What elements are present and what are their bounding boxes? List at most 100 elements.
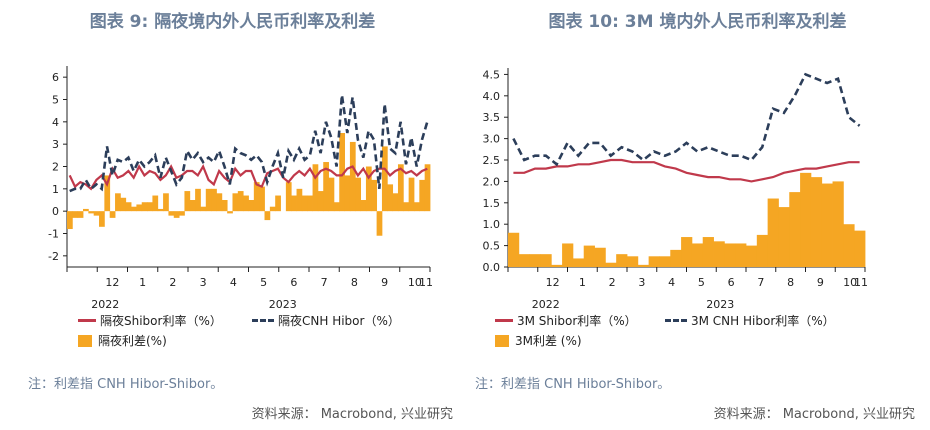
spread-bar	[424, 164, 431, 212]
chart-source: 资料来源： Macrobond, 兴业研究	[713, 407, 915, 422]
spread-bar	[72, 211, 79, 218]
legend-swatch-cnh	[665, 319, 687, 322]
x-tick-label: 2	[609, 276, 616, 289]
y-tick-label: 2	[52, 161, 59, 174]
x-tick-label: 12	[546, 276, 560, 289]
spread-bar	[355, 177, 362, 212]
spread-bar	[99, 211, 105, 227]
spread-bar	[83, 208, 89, 212]
chart-source: 资料来源： Macrobond, 兴业研究	[251, 407, 453, 422]
y-tick-label: 6	[52, 71, 59, 84]
spread-bar	[403, 202, 410, 212]
x-tick-label: 9	[381, 276, 388, 289]
spread-bar	[195, 188, 201, 212]
y-tick-label: 1	[52, 183, 59, 196]
x-tick-label: 10	[408, 276, 422, 289]
spread-bar	[141, 202, 148, 212]
spread-bar	[637, 264, 650, 267]
spread-bar	[746, 245, 758, 267]
spread-bar	[115, 193, 121, 212]
series-line-cnh	[69, 94, 429, 193]
spread-bar	[821, 183, 833, 267]
spread-bar	[843, 224, 855, 267]
x-tick-label: 11	[854, 276, 868, 289]
spread-bar	[616, 254, 628, 267]
spread-bar	[248, 200, 255, 212]
legend-item-cnh: 3M CNH Hibor利率（%）	[665, 312, 835, 329]
x-tick-label: 1	[579, 276, 586, 289]
series-line-shibor	[68, 164, 428, 191]
y-tick-label: 5	[52, 94, 59, 107]
legend-item-spread: 3M利差 (%)	[495, 332, 582, 349]
y-tick-label: 0	[52, 205, 59, 218]
year-label: 2023	[269, 298, 297, 311]
y-tick-label: 4.0	[483, 90, 501, 103]
x-tick-label: 3	[638, 276, 645, 289]
series-line-shibor	[513, 158, 860, 183]
spread-bar	[583, 245, 595, 267]
legend-swatch-spread	[78, 334, 92, 347]
spread-bar	[691, 243, 704, 267]
spread-bar	[136, 204, 143, 212]
spread-bar	[508, 232, 520, 267]
x-tick-label: 11	[419, 276, 433, 289]
spread-bar	[376, 211, 383, 236]
spread-bar	[339, 133, 345, 212]
x-tick-label: 2	[169, 276, 176, 289]
year-label: 2022	[91, 298, 119, 311]
y-tick-label: -1	[48, 228, 59, 241]
x-tick-label: 5	[698, 276, 705, 289]
spread-bar	[681, 237, 693, 267]
spread-bar	[854, 230, 866, 267]
spread-bar	[189, 200, 196, 212]
spread-bar	[317, 191, 324, 212]
y-tick-label: 2.5	[483, 154, 501, 167]
spread-bar	[387, 184, 394, 212]
spread-bar	[307, 195, 313, 212]
year-label: 2023	[706, 298, 734, 311]
spread-bar	[529, 254, 541, 267]
legend-swatch-shibor	[78, 319, 96, 322]
spread-bar	[67, 211, 73, 230]
spread-bar	[285, 182, 292, 212]
x-tick-label: 10	[843, 276, 857, 289]
spread-bar	[551, 264, 563, 267]
spread-bar	[77, 211, 84, 218]
legend-item-cnh: 隔夜CNH Hibor（%）	[252, 312, 400, 329]
x-tick-label: 6	[728, 276, 735, 289]
spread-bar	[344, 175, 351, 212]
y-tick-label: 0.0	[483, 261, 501, 274]
spread-bar	[104, 175, 111, 212]
spread-bar	[120, 197, 127, 212]
spread-bar	[724, 243, 736, 267]
spread-bar	[713, 241, 725, 267]
spread-bar	[767, 198, 779, 267]
spread-bar	[702, 237, 714, 267]
spread-bar	[670, 249, 682, 267]
spread-bar	[371, 179, 378, 212]
spread-bar	[605, 262, 617, 267]
spread-bar	[125, 202, 132, 212]
spread-bar	[147, 202, 153, 212]
spread-bar	[540, 254, 552, 267]
y-tick-label: 1.0	[483, 218, 501, 231]
y-tick-label: 3.5	[483, 111, 501, 124]
x-tick-label: 7	[321, 276, 328, 289]
spread-bar	[518, 254, 531, 267]
spread-bar	[392, 193, 399, 212]
legend-label-cnh: 3M CNH Hibor利率（%）	[691, 314, 835, 328]
spread-bar	[572, 258, 585, 267]
spread-bar	[109, 211, 116, 218]
spread-bar	[328, 177, 335, 212]
spread-bar	[333, 202, 340, 212]
spread-bar	[93, 211, 100, 216]
x-tick-label: 6	[290, 276, 297, 289]
spread-bar	[291, 195, 297, 212]
spread-bar	[211, 188, 217, 212]
x-tick-label: 4	[230, 276, 237, 289]
spread-bar	[360, 200, 367, 212]
spread-bar	[800, 172, 812, 267]
x-tick-label: 4	[668, 276, 675, 289]
spread-bar	[275, 195, 281, 212]
chart-panel-overnight: 图表 9: 隔夜境内外人民币利率及利差 -2 -1 0 1 2 3 4 5 6 12 1 2 3 4 5 6 7…	[28, 12, 453, 422]
